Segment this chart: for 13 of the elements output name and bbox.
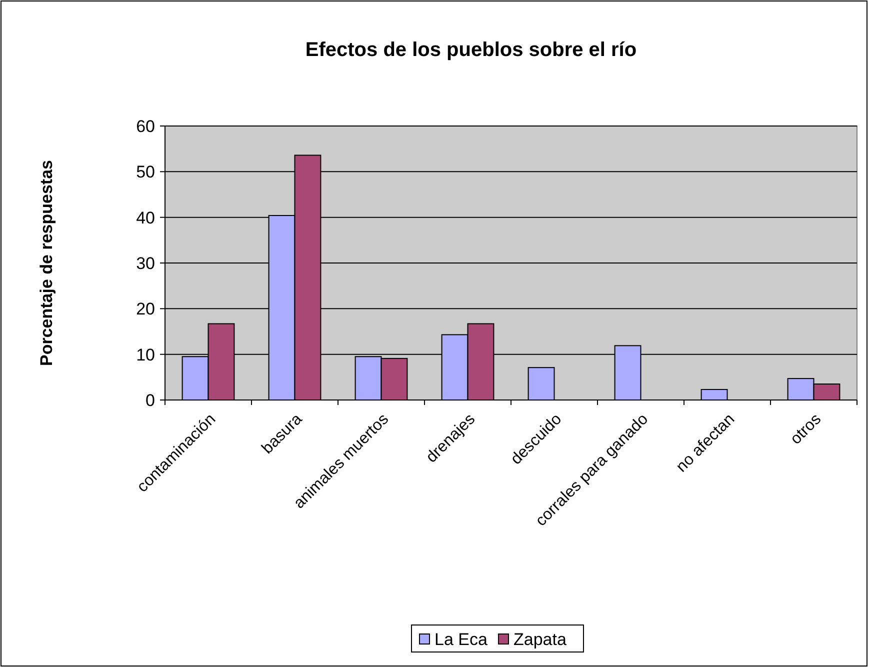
bar [700,388,728,400]
y-tick-label: 30 [136,254,155,273]
y-tick-label: 10 [136,345,155,364]
legend-label: Zapata [514,630,567,649]
bar [528,367,555,400]
y-tick-label: 60 [136,116,155,136]
legend-label: La Eca [434,630,488,649]
y-tick-label: 50 [136,162,155,182]
chart-title: Efectos de los pueblos sobre el río [305,39,637,61]
y-tick-label: 40 [136,208,155,228]
y-axis-title: Porcentaje de respuestas [37,160,56,366]
y-tick-label: 20 [136,300,155,319]
y-tick-label: 0 [146,390,155,410]
